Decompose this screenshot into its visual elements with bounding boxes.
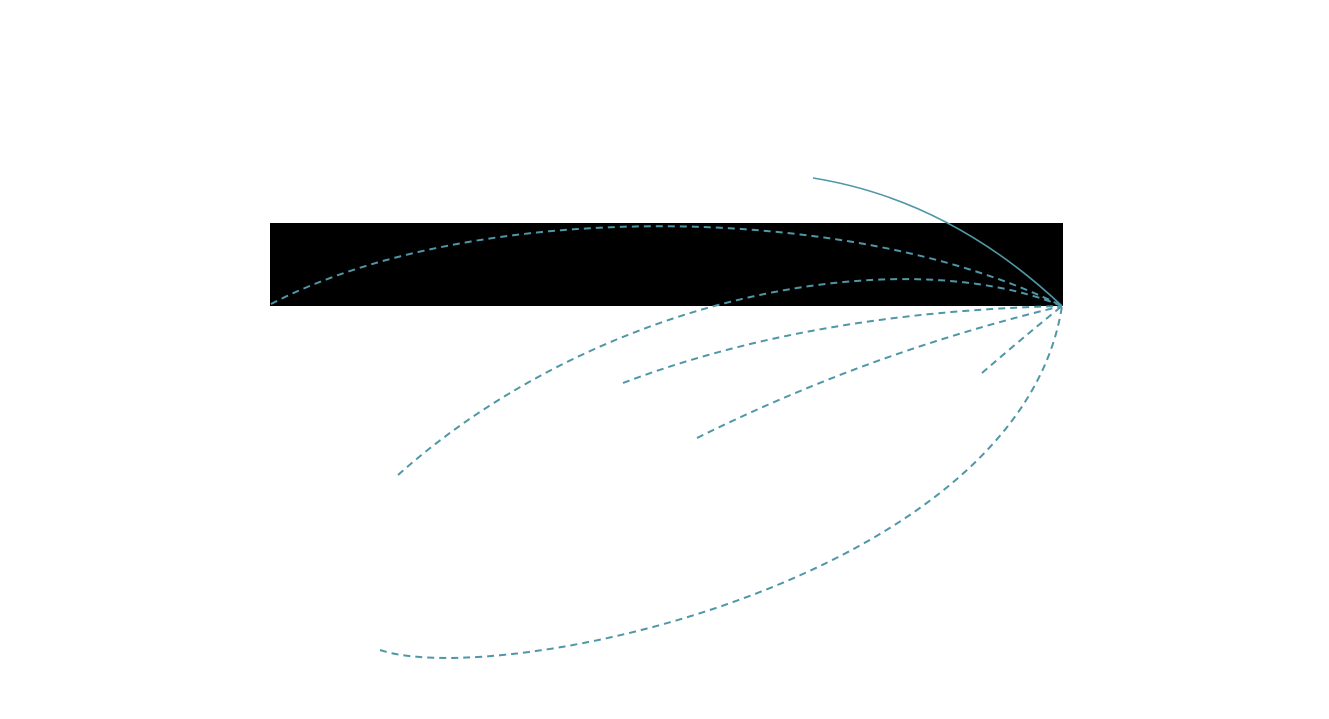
- route-arc-arc-far-west-long: [270, 225, 1063, 307]
- route-arc-arc-north-solid: [812, 177, 1063, 307]
- unloaded-map-tile-band: [270, 223, 1063, 306]
- route-arc-layer: [270, 177, 1063, 659]
- route-arc-arc-near-stub: [981, 305, 1063, 374]
- route-arc-arc-south-mid: [696, 305, 1063, 439]
- route-arc-arc-west-short: [622, 305, 1063, 384]
- route-arc-arc-southwest-mid: [397, 278, 1063, 476]
- route-arc-arc-south-long: [379, 305, 1063, 659]
